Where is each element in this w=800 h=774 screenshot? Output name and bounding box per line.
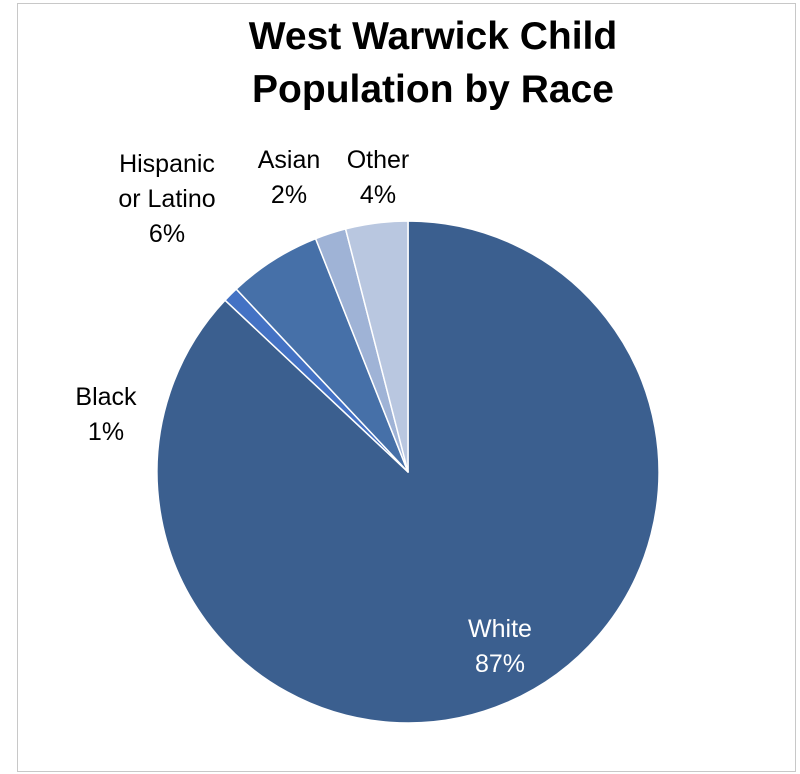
label-other-pct: 4%: [360, 181, 396, 209]
label-hispanic-line-1: Hispanic: [119, 150, 215, 178]
label-asian-pct: 2%: [271, 181, 307, 209]
label-hispanic-pct: 6%: [149, 220, 185, 248]
label-hispanic-line-2: or Latino: [118, 185, 215, 213]
chart-title: West Warwick Child Population by Race: [0, 10, 800, 116]
pie-slice-other: [344, 220, 409, 473]
label-asian-name: Asian: [258, 146, 321, 174]
chart-title-line-2: Population by Race: [252, 68, 614, 111]
pie-slices: [156, 220, 660, 724]
label-other-name: Other: [347, 146, 410, 174]
label-white-pct: 87%: [475, 650, 525, 678]
label-white-name: White: [468, 615, 532, 643]
label-black-pct: 1%: [88, 418, 124, 446]
label-black-name: Black: [75, 383, 137, 411]
chart-title-line-1: West Warwick Child: [248, 15, 618, 58]
